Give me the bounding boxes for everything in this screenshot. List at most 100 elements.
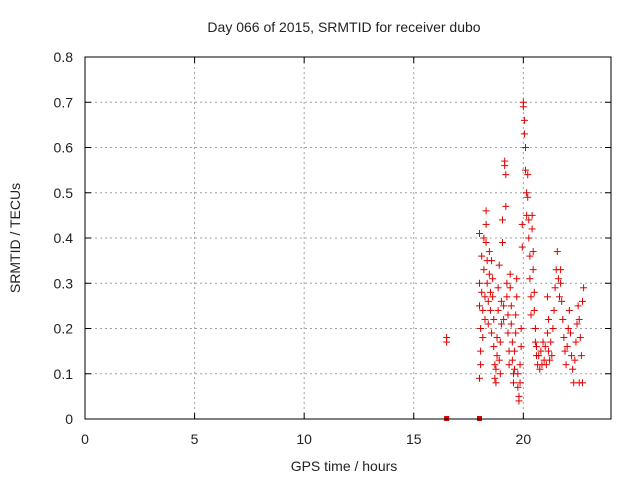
data-point bbox=[569, 365, 577, 373]
data-point bbox=[491, 374, 499, 382]
data-point bbox=[477, 361, 485, 369]
data-point bbox=[575, 315, 583, 323]
data-point bbox=[529, 248, 537, 256]
data-point bbox=[482, 239, 490, 247]
data-point bbox=[557, 279, 565, 287]
y-axis-label: SRMTID / TECUs bbox=[7, 183, 23, 293]
y-tick-label: 0 bbox=[65, 411, 73, 427]
data-point bbox=[476, 279, 483, 287]
data-point bbox=[560, 334, 568, 342]
data-point bbox=[482, 207, 490, 215]
data-point bbox=[480, 266, 488, 274]
data-point bbox=[502, 171, 510, 179]
data-point bbox=[493, 334, 501, 342]
data-point bbox=[527, 311, 535, 319]
data-point bbox=[479, 334, 487, 342]
data-point bbox=[504, 311, 512, 319]
data-point bbox=[481, 293, 489, 301]
data-point bbox=[528, 211, 536, 219]
data-point bbox=[486, 288, 494, 296]
plot-frame bbox=[84, 56, 612, 420]
data-point bbox=[549, 325, 557, 332]
data-point bbox=[514, 370, 522, 378]
data-point bbox=[508, 356, 516, 364]
data-point bbox=[553, 248, 561, 256]
data-point bbox=[524, 171, 532, 179]
data-point bbox=[483, 279, 491, 287]
x-tick-label: 0 bbox=[81, 431, 89, 447]
y-tick-label: 0.6 bbox=[54, 140, 74, 156]
data-point bbox=[529, 266, 537, 274]
data-point bbox=[537, 347, 545, 355]
data-point bbox=[526, 252, 534, 260]
data-point bbox=[506, 284, 514, 292]
data-point bbox=[508, 338, 516, 346]
data-point bbox=[511, 365, 519, 373]
data-point bbox=[489, 293, 497, 301]
grid bbox=[85, 57, 611, 419]
data-point bbox=[546, 356, 554, 364]
data-point bbox=[476, 374, 483, 382]
data-point bbox=[531, 325, 539, 332]
data-point bbox=[515, 397, 523, 405]
data-point bbox=[532, 343, 540, 351]
data-point bbox=[514, 383, 522, 391]
data-point bbox=[494, 306, 502, 314]
data-point bbox=[479, 306, 487, 314]
data-point bbox=[571, 356, 579, 364]
data-point bbox=[496, 338, 504, 346]
x-tick-label: 15 bbox=[406, 431, 422, 447]
data-point bbox=[511, 347, 519, 355]
data-point bbox=[503, 279, 511, 287]
data-point bbox=[543, 293, 551, 301]
data-point bbox=[505, 361, 513, 369]
chart-title: Day 066 of 2015, SRMTID for receiver dub… bbox=[207, 19, 480, 35]
data-point bbox=[496, 370, 504, 378]
data-point bbox=[513, 275, 521, 283]
data-point bbox=[545, 347, 553, 355]
data-point bbox=[478, 252, 486, 260]
data-point bbox=[494, 284, 502, 292]
data-point bbox=[522, 144, 530, 151]
data-point bbox=[530, 306, 538, 314]
data-point bbox=[491, 361, 499, 369]
data-point bbox=[492, 365, 500, 373]
axis-ticks: 0 0.1 0.2 0.3 0.4 0.5 0.6 0.7 0.8 0 5 10 15 20 bbox=[54, 49, 611, 447]
data-point bbox=[561, 347, 569, 355]
data-point bbox=[525, 234, 533, 242]
data-point bbox=[541, 343, 549, 351]
data-point bbox=[575, 379, 583, 387]
data-point bbox=[512, 329, 520, 337]
y-tick-label: 0.4 bbox=[54, 230, 74, 246]
data-point bbox=[577, 352, 585, 360]
data-point bbox=[520, 116, 528, 124]
data-point bbox=[573, 320, 581, 328]
data-point bbox=[558, 297, 566, 305]
data-point bbox=[506, 270, 514, 278]
data-point bbox=[517, 325, 525, 332]
data-point bbox=[580, 284, 588, 292]
data-point bbox=[507, 320, 515, 328]
data-point bbox=[488, 329, 496, 337]
data-point bbox=[495, 261, 503, 269]
x-axis-label: GPS time / hours bbox=[291, 458, 398, 474]
data-point bbox=[542, 361, 550, 369]
y-tick-label: 0.3 bbox=[54, 275, 74, 291]
data-point bbox=[555, 293, 563, 301]
data-point bbox=[543, 329, 551, 337]
data-point bbox=[527, 293, 535, 301]
data-point bbox=[522, 166, 530, 174]
data-point bbox=[524, 193, 532, 201]
data-point bbox=[480, 234, 488, 242]
data-point bbox=[500, 302, 508, 310]
data-point bbox=[512, 311, 520, 319]
data-point bbox=[482, 220, 490, 228]
data-point bbox=[489, 275, 497, 283]
data-point bbox=[517, 343, 525, 351]
data-point bbox=[572, 338, 580, 346]
data-point bbox=[559, 315, 567, 323]
data-point bbox=[550, 306, 558, 314]
data-point bbox=[476, 229, 483, 237]
y-tick-label: 0.2 bbox=[54, 321, 74, 337]
data-point bbox=[518, 220, 526, 228]
